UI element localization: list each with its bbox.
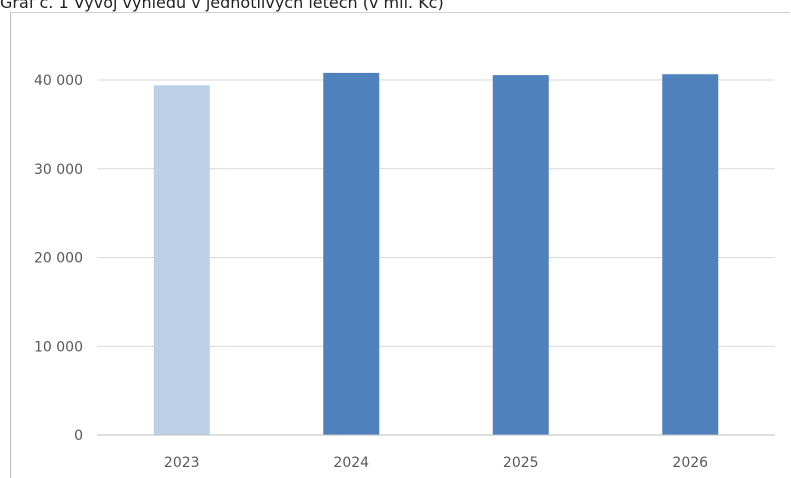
y-tick-label: 20 000 [34,251,83,267]
bar-2025 [492,75,549,436]
y-tick-label: 40 000 [34,73,83,89]
chart-title: Graf č. 1 Vývoj výnledů v jednotlivých l… [0,0,444,12]
x-tick-label: 2025 [503,455,539,471]
bars [153,72,719,436]
x-tick-label: 2024 [333,455,369,471]
y-tick-label: 30 000 [34,162,83,178]
x-axis-tick-labels: 2023 2024 2025 2026 [164,455,708,471]
x-tick-label: 2023 [164,455,200,471]
bar-2026 [662,74,719,435]
bar-2024 [323,72,380,436]
y-tick-label: 0 [74,428,83,444]
bar-2023 [153,85,210,435]
y-tick-label: 10 000 [34,339,83,355]
y-axis-tick-labels: 0 10 000 20 000 30 000 40 000 [34,73,83,444]
chart-frame [10,12,790,478]
gridlines [97,79,775,347]
x-tick-label: 2026 [672,455,708,471]
